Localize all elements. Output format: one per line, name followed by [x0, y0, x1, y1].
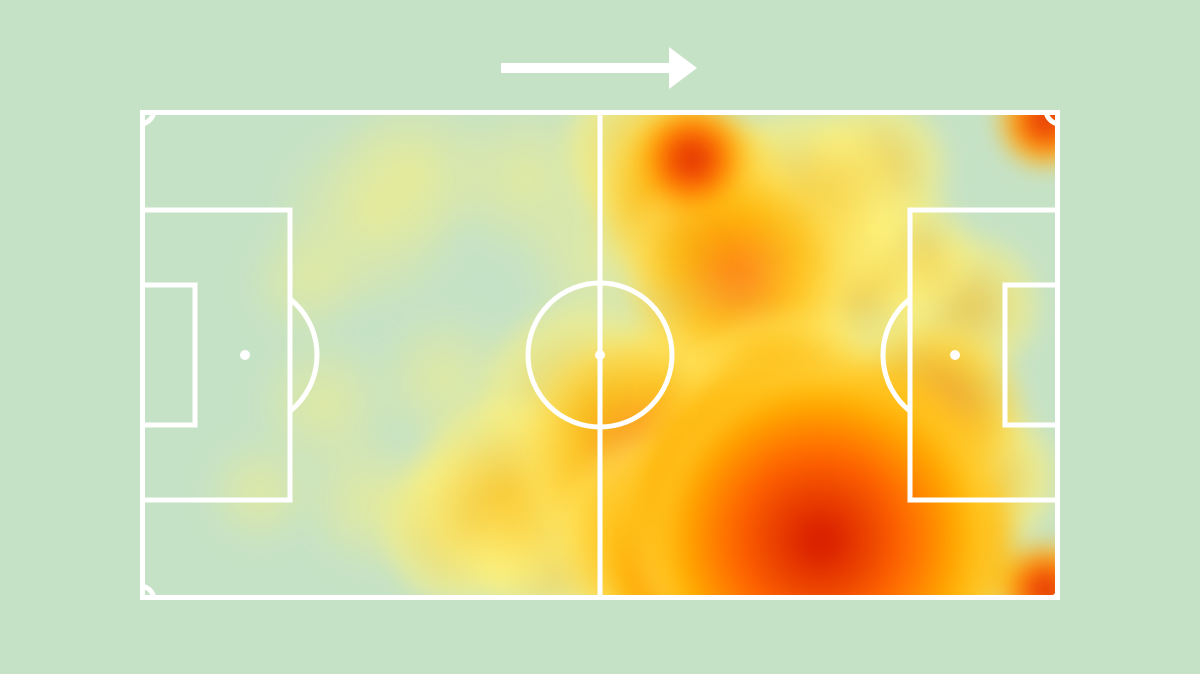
direction-arrow-icon — [499, 40, 701, 101]
pitch-container — [140, 110, 1060, 600]
arrow-svg — [499, 40, 701, 96]
pitch-lines — [140, 110, 1060, 600]
